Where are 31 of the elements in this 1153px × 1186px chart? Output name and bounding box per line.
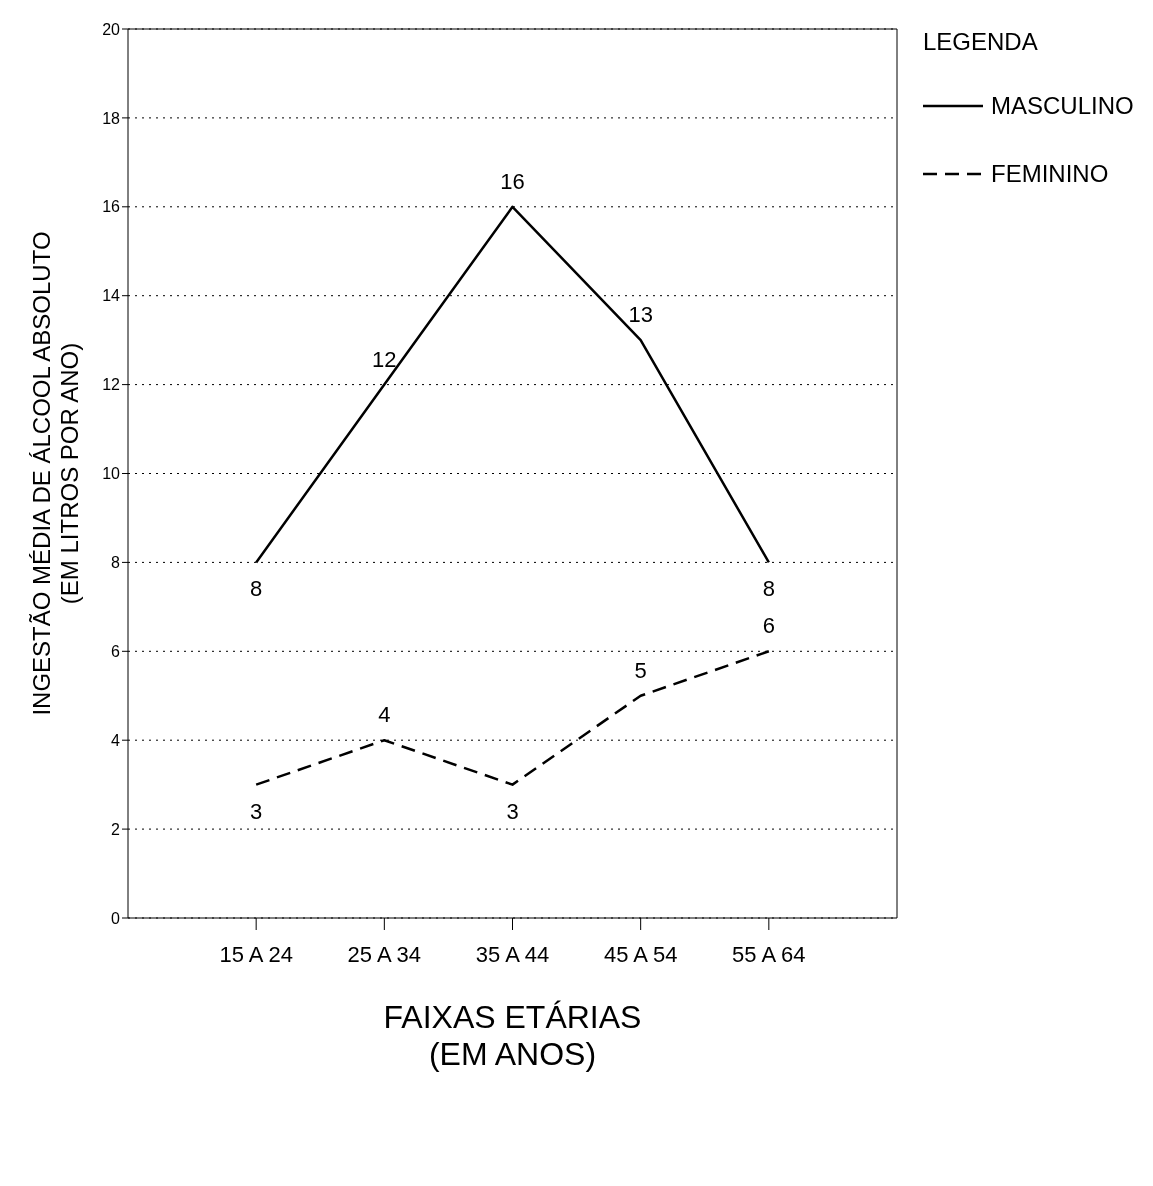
data-label: 6 — [762, 613, 775, 639]
y-tick-label: 8 — [111, 554, 121, 572]
legend-title: LEGENDA — [923, 28, 1039, 56]
x-axis-title: FAIXAS ETÁRIAS (EM ANOS) — [383, 999, 642, 1072]
data-label: 3 — [250, 798, 263, 824]
y-tick-label: 0 — [111, 909, 121, 927]
x-tick-label: 25 A 34 — [347, 941, 422, 967]
data-label: 16 — [500, 168, 525, 194]
y-tick-label: 4 — [111, 731, 121, 749]
data-label: 13 — [628, 302, 653, 328]
legend-label: MASCULINO — [991, 92, 1134, 120]
y-tick-label: 6 — [111, 642, 121, 660]
y-tick-label: 2 — [111, 820, 121, 838]
y-tick-label: 18 — [102, 109, 121, 127]
legend-label: FEMININO — [991, 160, 1109, 188]
data-label: 8 — [250, 576, 263, 602]
data-label: 8 — [762, 576, 775, 602]
y-tick-label: 12 — [102, 376, 121, 394]
data-label: 3 — [506, 798, 519, 824]
y-tick-label: 14 — [102, 287, 121, 305]
data-label: 5 — [634, 657, 647, 683]
y-axis-title: INGESTÃO MÉDIA DE ÁLCOOL ABSOLUTO (EM LITROS POR ANO) — [28, 231, 83, 716]
x-tick-label: 55 A 64 — [732, 941, 806, 967]
x-tick-label: 15 A 24 — [219, 941, 293, 967]
y-tick-label: 20 — [102, 20, 121, 38]
data-label: 12 — [372, 346, 397, 372]
y-tick-label: 16 — [102, 198, 121, 216]
x-tick-label: 45 A 54 — [603, 941, 678, 967]
x-tick-label: 35 A 44 — [475, 941, 550, 967]
y-tick-label: 10 — [102, 465, 121, 483]
data-label: 4 — [378, 702, 391, 728]
